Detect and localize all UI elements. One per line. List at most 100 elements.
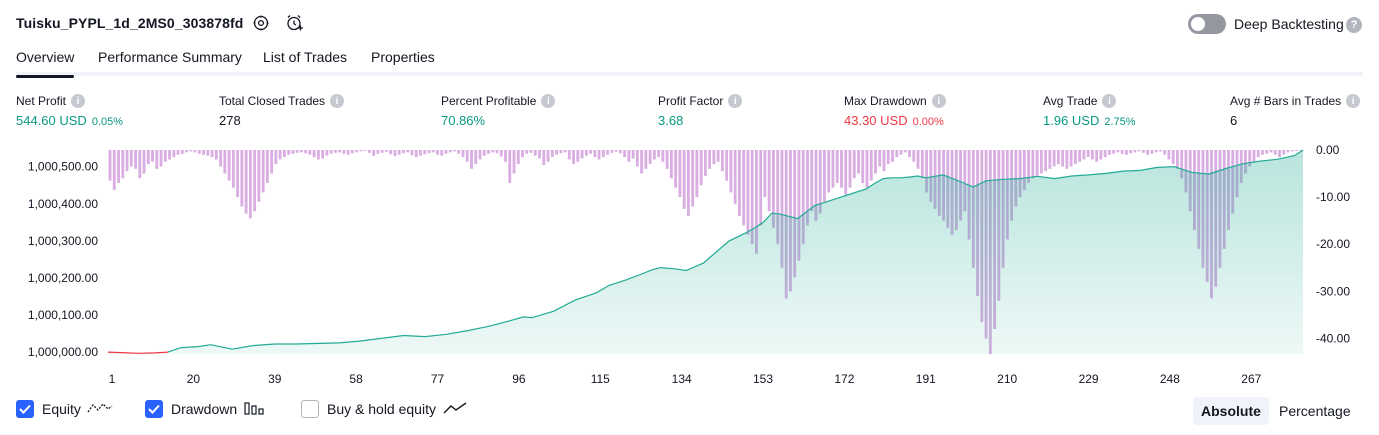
metric-percent: 2.75% (1104, 116, 1136, 128)
drawdown-bar (682, 150, 686, 209)
drawdown-bar (1120, 150, 1124, 154)
drawdown-bar (219, 150, 223, 167)
metric-net-profit: Net Profit i 544.60 USD 0.05% (16, 94, 123, 128)
drawdown-bar (1095, 150, 1099, 162)
legend-drawdown[interactable]: Drawdown (145, 400, 264, 418)
percentage-button[interactable]: Percentage (1279, 403, 1351, 419)
drawdown-bar (746, 150, 750, 235)
drawdown-bar (835, 150, 839, 183)
drawdown-bar (725, 150, 729, 181)
drawdown-bar (738, 150, 741, 216)
metric-value: 544.60 USD (16, 113, 87, 128)
drawdown-bar (410, 150, 414, 156)
drawdown-bar (308, 150, 312, 155)
drawdown-bar (601, 150, 605, 158)
drawdown-bar (436, 150, 439, 155)
info-icon[interactable]: i (728, 94, 743, 108)
drawdown-bar (852, 150, 856, 179)
drawdown-checkbox[interactable] (145, 400, 163, 418)
drawdown-bar (857, 150, 860, 174)
drawdown-bar (912, 150, 916, 162)
drawdown-bar (504, 150, 507, 162)
drawdown-bar (227, 150, 231, 181)
tab-performance-summary[interactable]: Performance Summary (98, 49, 242, 65)
drawdown-bar (223, 150, 227, 174)
absolute-button[interactable]: Absolute (1193, 397, 1269, 425)
help-icon[interactable]: ? (1346, 17, 1362, 33)
drawdown-bar (589, 150, 592, 154)
deep-backtesting-toggle[interactable] (1188, 14, 1226, 34)
equity-line-icon (87, 401, 113, 418)
drawdown-bar (610, 150, 614, 153)
drawdown-bar (274, 150, 278, 165)
drawdown-bar (414, 150, 418, 158)
drawdown-bar (1142, 150, 1145, 153)
drawdown-bar (172, 150, 176, 158)
info-icon[interactable]: i (71, 94, 86, 108)
metric-value: 278 (219, 113, 241, 128)
drawdown-bar (1290, 150, 1294, 152)
drawdown-bar (908, 150, 911, 158)
metric-percent-profitable: Percent Profitable i 70.86% (441, 94, 556, 128)
drawdown-bar (244, 150, 248, 214)
drawdown-bar (1027, 150, 1031, 183)
info-icon[interactable]: i (330, 94, 345, 108)
info-icon[interactable]: i (1102, 94, 1117, 108)
drawdown-bar (1078, 150, 1082, 162)
tab-list-of-trades[interactable]: List of Trades (263, 49, 348, 65)
drawdown-bar (712, 150, 716, 165)
drawdown-bar (508, 150, 512, 183)
x-axis-label: 1 (109, 372, 116, 386)
info-icon[interactable]: i (541, 94, 556, 108)
drawdown-bar (580, 150, 584, 159)
legend-buy-hold-equity[interactable]: Buy & hold equity (301, 400, 467, 418)
drawdown-bar (614, 150, 618, 152)
buy-hold-checkbox[interactable] (301, 400, 319, 418)
drawdown-bar (1129, 150, 1133, 154)
info-icon[interactable]: i (931, 94, 946, 108)
equity-checkbox[interactable] (16, 400, 34, 418)
settings-icon[interactable] (250, 12, 272, 34)
x-axis-label: 58 (349, 372, 363, 386)
drawdown-bar (1176, 150, 1179, 169)
drawdown-bar (1099, 150, 1103, 160)
drawdown-bar (772, 150, 775, 228)
drawdown-bar (316, 150, 320, 160)
drawdown-bar (678, 150, 682, 198)
drawdown-bar (665, 150, 669, 169)
legend-equity[interactable]: Equity (16, 400, 113, 418)
left-axis-label: 1,000,400.00 (28, 197, 98, 211)
add-alert-icon[interactable] (284, 12, 306, 34)
tab-properties[interactable]: Properties (371, 49, 435, 65)
drawdown-bar (903, 150, 907, 153)
drawdown-bar (380, 150, 384, 153)
metric-value: 6 (1230, 113, 1238, 128)
drawdown-bar (550, 150, 554, 158)
drawdown-bar (759, 150, 763, 226)
tab-overview[interactable]: Overview (16, 49, 75, 78)
drawdown-bar (631, 150, 635, 159)
drawdown-bar (516, 150, 520, 165)
equity-drawdown-chart[interactable]: 1,000,000.00 1,000,100.00 1,000,200.00 1,00… (0, 140, 1379, 390)
drawdown-bar (1244, 150, 1247, 174)
drawdown-bar (193, 150, 197, 153)
drawdown-bar (440, 150, 444, 156)
drawdown-bar (1039, 150, 1043, 174)
drawdown-bar (487, 150, 490, 154)
metric-total-closed-trades: Total Closed Trades i 278 (219, 94, 345, 128)
drawdown-bar (1261, 150, 1264, 155)
info-icon[interactable]: i (1346, 94, 1361, 108)
drawdown-bar (351, 150, 354, 154)
drawdown-bar (776, 150, 780, 245)
metric-label: Profit Factor (658, 94, 724, 108)
x-axis-label: 210 (997, 372, 1017, 386)
drawdown-bar (1052, 150, 1056, 167)
drawdown-bar (168, 150, 171, 160)
drawdown-bar (312, 150, 316, 158)
metric-label: Avg # Bars in Trades (1230, 94, 1342, 108)
metric-percent: 0.00% (912, 116, 944, 128)
drawdown-bar (925, 150, 928, 193)
drawdown-bar (236, 150, 240, 198)
drawdown-bar (869, 150, 873, 181)
drawdown-bar (767, 150, 771, 212)
